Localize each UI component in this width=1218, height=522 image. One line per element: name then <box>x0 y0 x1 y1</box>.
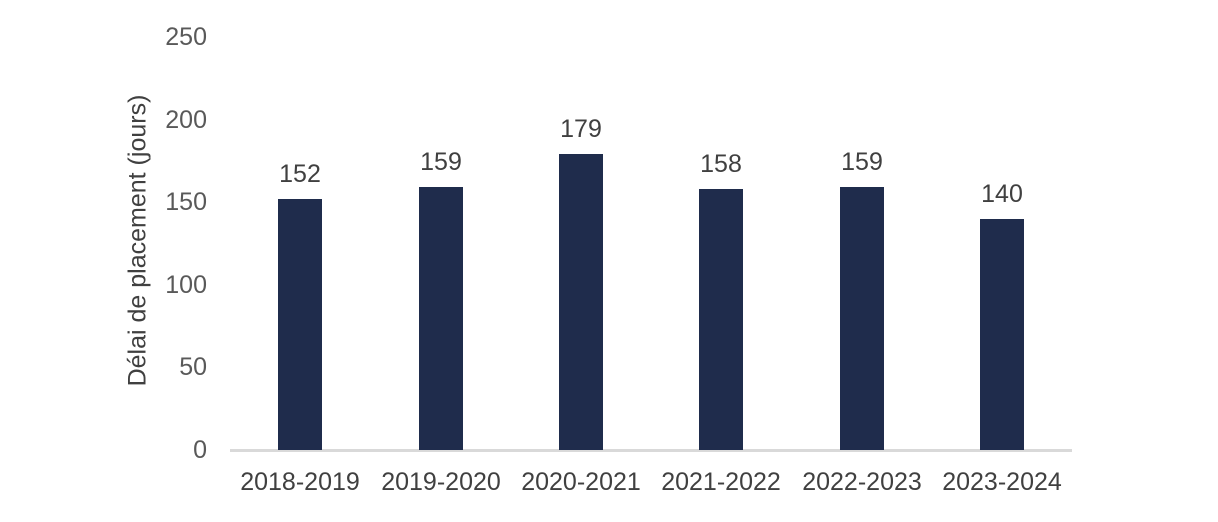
x-axis-tick-label: 2020-2021 <box>521 468 641 496</box>
bar-value-label: 140 <box>981 180 1023 208</box>
y-axis-tick-label: 250 <box>165 23 207 51</box>
y-axis-tick-label: 150 <box>165 188 207 217</box>
bar-2023-2024 <box>980 219 1024 450</box>
y-axis-tick-labels: 0 50 100 150 200 250 <box>0 0 207 522</box>
bar-2018-2019 <box>278 199 322 450</box>
bar-value-label: 159 <box>420 148 462 176</box>
x-axis-tick-label: 2023-2024 <box>942 468 1062 496</box>
y-axis-tick-label: 100 <box>165 270 207 299</box>
x-axis-tick-label: 2018-2019 <box>240 468 360 496</box>
x-axis-tick-label: 2022-2023 <box>802 468 922 496</box>
bar-value-label: 152 <box>279 160 321 188</box>
x-axis-tick-label: 2019-2020 <box>381 468 501 496</box>
y-axis-tick-label: 50 <box>179 353 207 382</box>
bar-value-label: 179 <box>560 115 602 143</box>
x-axis-line <box>230 449 1072 452</box>
bar-2019-2020 <box>419 187 463 450</box>
bar-2021-2022 <box>699 189 743 450</box>
y-axis-tick-label: 200 <box>165 105 207 134</box>
x-axis-tick-label: 2021-2022 <box>661 468 781 496</box>
bar-value-label: 159 <box>841 148 883 176</box>
y-axis-tick-label: 0 <box>193 436 207 464</box>
bar-2020-2021 <box>559 154 603 450</box>
bar-value-label: 158 <box>700 150 742 178</box>
plot-area: 152 159 179 158 159 140 <box>230 37 1072 452</box>
bar-2022-2023 <box>840 187 884 450</box>
